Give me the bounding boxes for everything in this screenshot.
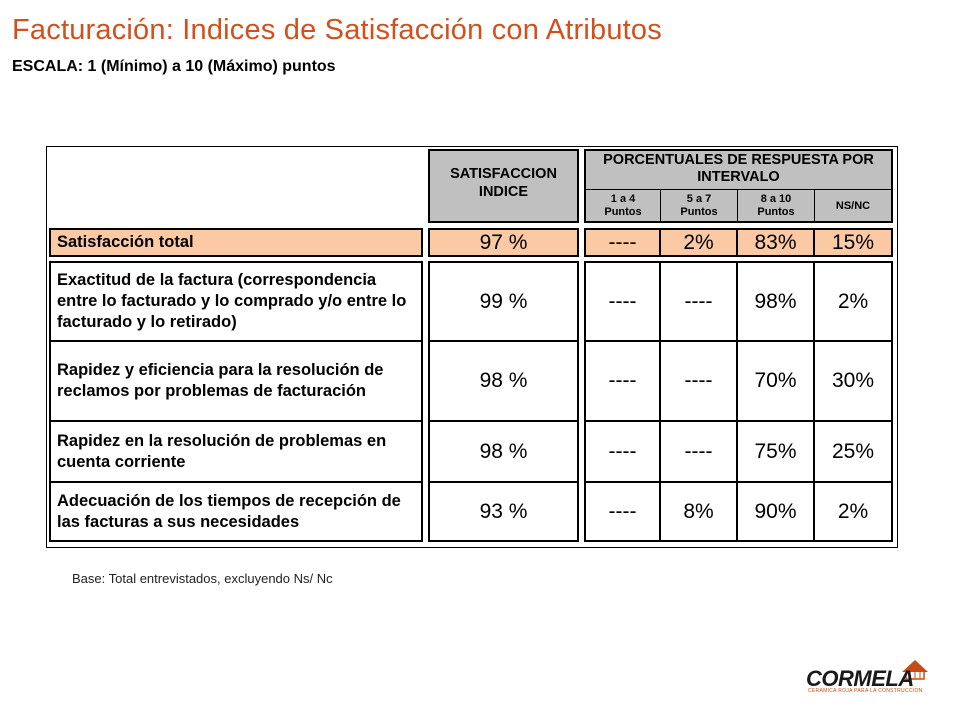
header-interval-1-4: 1 a 4 Puntos — [604, 193, 642, 218]
row-value: 2% — [837, 289, 869, 313]
header-satisfaccion-indice-text: SATISFACCION INDICE — [450, 166, 557, 200]
total-row-indice: 97 % — [479, 230, 528, 254]
row-separator — [49, 420, 423, 422]
row-value: ---- — [608, 439, 637, 463]
body-indice-box — [428, 261, 579, 542]
total-row-divider — [813, 230, 815, 255]
page-subtitle: ESCALA: 1 (Mínimo) a 10 (Máximo) puntos — [12, 58, 336, 75]
row-label: Adecuación de los tiempos de recepción d… — [57, 491, 401, 531]
body-values-box — [584, 261, 893, 542]
total-row-value: 2% — [683, 230, 714, 254]
row-separator — [428, 340, 579, 342]
row-value: ---- — [684, 289, 713, 313]
row-value: 98% — [754, 289, 797, 313]
row-separator — [428, 481, 579, 483]
header-interval-8-10: 8 a 10 Puntos — [757, 193, 795, 218]
total-row-divider — [659, 230, 661, 255]
total-row-value: 15% — [831, 230, 875, 254]
row-value: 8% — [683, 499, 714, 523]
column-separator — [813, 263, 815, 540]
row-value: ---- — [684, 369, 713, 392]
page-title: Facturación: Indices de Satisfacción con… — [12, 14, 662, 46]
row-indice: 99 % — [479, 289, 528, 313]
column-separator — [659, 263, 661, 540]
header-interval-nsnc: NS/NC — [835, 199, 871, 212]
row-label: Rapidez en la resolución de problemas en… — [57, 431, 387, 471]
row-separator — [428, 420, 579, 422]
row-separator — [584, 340, 893, 342]
row-label: Rapidez y eficiencia para la resolución … — [57, 361, 384, 400]
row-value: 2% — [837, 499, 869, 523]
header-satisfaccion-indice — [428, 149, 579, 223]
logo-wordmark: CORMELA — [806, 666, 914, 691]
total-row-value: 83% — [754, 230, 797, 254]
header-divider — [586, 189, 891, 190]
header-porcentuales — [584, 149, 893, 223]
header-col-divider — [737, 189, 738, 221]
logo-tagline: CERAMICA ROJA PARA LA CONSTRUCCION — [808, 688, 923, 694]
row-value: 75% — [754, 439, 797, 463]
row-indice: 98 % — [479, 369, 528, 392]
row-separator — [49, 340, 423, 342]
row-value: 90% — [754, 499, 797, 523]
total-row-values-box — [584, 228, 893, 257]
row-separator — [49, 481, 423, 483]
row-value: ---- — [608, 369, 637, 392]
row-value: 70% — [754, 369, 797, 392]
header-col-divider — [814, 189, 815, 221]
row-label: Exactitud de la factura (correspondencia… — [57, 271, 407, 331]
row-separator — [584, 481, 893, 483]
total-row-value: ---- — [608, 230, 637, 254]
body-labels-box — [49, 261, 423, 542]
row-indice: 93 % — [479, 499, 528, 523]
header-interval-5-7: 5 a 7 Puntos — [680, 193, 718, 218]
column-separator — [736, 263, 738, 540]
row-value: 30% — [831, 369, 875, 392]
row-value: ---- — [684, 439, 713, 463]
total-row-label-box — [49, 228, 423, 257]
cormela-logo: CORMELA CERAMICA ROJA PARA LA CONSTRUCCI… — [806, 660, 930, 696]
roof-icon — [902, 660, 928, 680]
row-value: 25% — [831, 439, 875, 463]
total-row-divider — [736, 230, 738, 255]
row-value: ---- — [608, 499, 637, 523]
row-value: ---- — [608, 289, 637, 313]
header-col-divider — [660, 189, 661, 221]
table-frame — [46, 146, 898, 548]
total-row-label: Satisfacción total — [57, 233, 194, 251]
footnote: Base: Total entrevistados, excluyendo Ns… — [72, 571, 333, 586]
row-indice: 98 % — [479, 439, 528, 463]
header-porcentuales-text: PORCENTUALES DE RESPUESTA POR INTERVALO — [603, 152, 874, 185]
total-row-indice-box — [428, 228, 579, 257]
row-separator — [584, 420, 893, 422]
